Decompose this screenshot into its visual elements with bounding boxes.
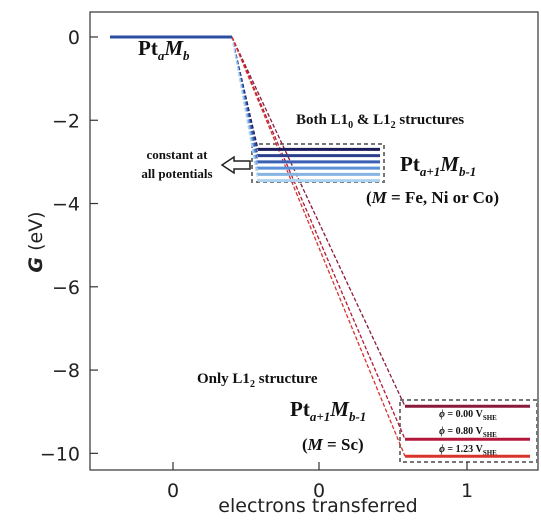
ann-part: = Sc) (323, 435, 364, 454)
ann-sub: SHE (483, 431, 497, 439)
ann-part: M (329, 397, 350, 421)
ann-sub: 2 (391, 120, 396, 131)
connector (231, 36, 259, 150)
ann-sub: 0 (348, 120, 353, 131)
plot-frame (89, 11, 539, 471)
ann-sub: b-1 (349, 409, 366, 424)
annotation: PtaMb (138, 36, 190, 63)
ann-sub: 2 (250, 379, 255, 390)
ann-part: M (439, 152, 460, 176)
ann-sub: a+1 (420, 164, 440, 179)
annotation: (M = Sc) (302, 435, 364, 454)
ann-part: = 0.80 V (445, 426, 484, 437)
arrow (220, 155, 251, 175)
x-tick-label: 0 (167, 480, 179, 502)
annotation: Both L10 & L12 structures (296, 112, 464, 131)
connector (231, 36, 406, 407)
ann-part: ϕ (439, 444, 445, 455)
ann-part: = 0.00 V (445, 409, 484, 420)
annotation: Pta+1Mb-1 (290, 397, 366, 424)
y-tick-label: −2 (52, 110, 80, 132)
y-axis-label: G (eV) (25, 211, 47, 272)
ann-sub: SHE (483, 414, 497, 422)
annotation: (M = Fe, Ni or Co) (366, 188, 499, 207)
ann-part: Both L1 (296, 112, 348, 128)
ann-part: structure (255, 371, 318, 387)
ann-part: & L1 (353, 112, 391, 128)
ann-sub: b (183, 48, 190, 63)
connector (231, 36, 259, 181)
group-box (251, 143, 385, 183)
ann-sub: b-1 (459, 164, 476, 179)
annotation: Pta+1Mb-1 (400, 152, 476, 179)
connector (231, 36, 406, 457)
annotation: Only L12 structure (197, 371, 318, 390)
y-label-symbol: G (25, 257, 47, 273)
ann-part: Pt (400, 152, 420, 176)
ann-sub: a+1 (310, 409, 330, 424)
y-tick-label: 0 (68, 27, 80, 49)
ann-part: M (163, 36, 184, 60)
x-axis-label: electrons transferred (218, 495, 417, 517)
group-box (399, 399, 538, 463)
ann-part: = Fe, Ni or Co) (387, 188, 499, 207)
y-tick-label: −6 (52, 277, 80, 299)
x-tick-label: 0 (313, 480, 325, 502)
annotation: ϕ = 1.23 VSHE (439, 444, 497, 457)
annotation: constant at (146, 147, 208, 162)
x-tick-label: 1 (461, 480, 473, 502)
y-tick-label: −10 (40, 443, 80, 465)
ann-part: ( (302, 435, 308, 454)
y-tick-label: −4 (52, 194, 80, 216)
y-tick-label: −8 (52, 360, 80, 382)
ann-part: ϕ (439, 426, 445, 437)
ann-part: ( (366, 188, 372, 207)
ann-part: Pt (138, 36, 158, 60)
ann-part: Pt (290, 397, 310, 421)
y-label-unit: (eV) (25, 211, 47, 257)
ann-part: ϕ (439, 409, 445, 420)
ann-part: structures (396, 112, 465, 128)
ann-part: = 1.23 V (445, 444, 484, 455)
ann-part: M (307, 435, 324, 454)
annotation: all potentials (141, 166, 212, 181)
ann-sub: SHE (483, 449, 497, 457)
annotation: ϕ = 0.00 VSHE (439, 409, 497, 422)
connector (231, 36, 406, 440)
ann-sub: a (158, 48, 165, 63)
annotation: ϕ = 0.80 VSHE (439, 426, 497, 439)
ann-part: Only L1 (197, 371, 250, 387)
ann-part: M (371, 188, 388, 207)
